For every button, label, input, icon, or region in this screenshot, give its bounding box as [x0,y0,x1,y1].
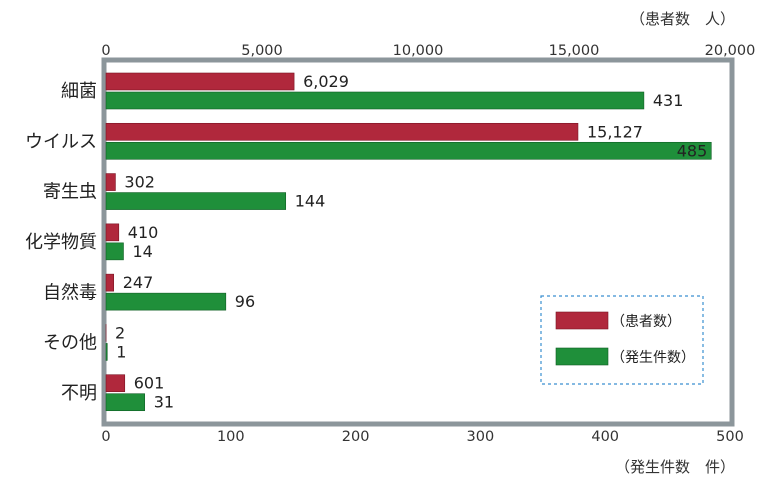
legend-swatch-incidents [555,347,609,366]
top-axis-tick-label: 0 [101,43,110,59]
top-axis-tick-label: 20,000 [705,43,756,59]
top-axis-tick-label: 15,000 [549,43,600,59]
incidents-bar [105,292,227,311]
incidents-value-label: 96 [235,292,255,311]
patients-bar [105,173,116,191]
category-label: 化学物質 [25,232,97,253]
patients-value-label: 601 [134,374,165,393]
incidents-bar [105,343,108,361]
incidents-bar [105,192,287,210]
incidents-value-label: 485 [677,141,708,160]
bottom-axis-tick-label: 100 [217,429,245,445]
patients-bar [105,72,295,91]
top-axis-tick-label: 5,000 [241,43,283,59]
bottom-axis-tick-label: 0 [101,429,110,445]
plot-frame [101,57,735,427]
legend-label-patients: （患者数） [611,314,681,330]
patients-bar [105,273,115,292]
category-label: ウイルス [25,131,97,152]
category-label: 不明 [61,383,97,404]
bottom-axis-unit-label: （発生件数 件） [615,458,735,476]
incidents-value-label: 144 [295,192,326,211]
patients-value-label: 2 [115,323,125,342]
patients-value-label: 247 [123,273,154,292]
bottom-axis-tick-label: 500 [716,429,744,445]
patients-value-label: 15,127 [587,122,643,141]
top-axis-unit-label: （患者数 人） [630,10,735,28]
bottom-axis-tick-label: 300 [467,429,495,445]
patients-value-label: 410 [128,223,159,242]
category-label: 自然毒 [43,282,97,303]
incidents-value-label: 1 [116,342,126,361]
incidents-bar [105,393,145,412]
category-label: 寄生虫 [43,182,97,203]
category-label: 細菌 [61,81,97,102]
incidents-value-label: 31 [154,393,174,412]
top-axis-tick-label: 10,000 [393,43,444,59]
legend-label-incidents: （発生件数） [611,350,695,366]
bottom-axis-tick-label: 400 [591,429,619,445]
legend-swatch-patients [555,311,609,330]
legend-box [540,295,704,385]
patients-bar [105,223,120,242]
incidents-value-label: 14 [132,242,152,261]
category-label: その他 [43,333,97,354]
bottom-axis-tick-label: 200 [342,429,370,445]
patients-value-label: 302 [124,173,155,192]
incidents-value-label: 431 [653,91,684,110]
patients-bar [105,122,579,141]
incidents-bar [105,141,712,160]
patients-bar [105,374,126,393]
patients-value-label: 6,029 [303,72,349,91]
incidents-bar [105,242,124,261]
incidents-bar [105,91,645,110]
